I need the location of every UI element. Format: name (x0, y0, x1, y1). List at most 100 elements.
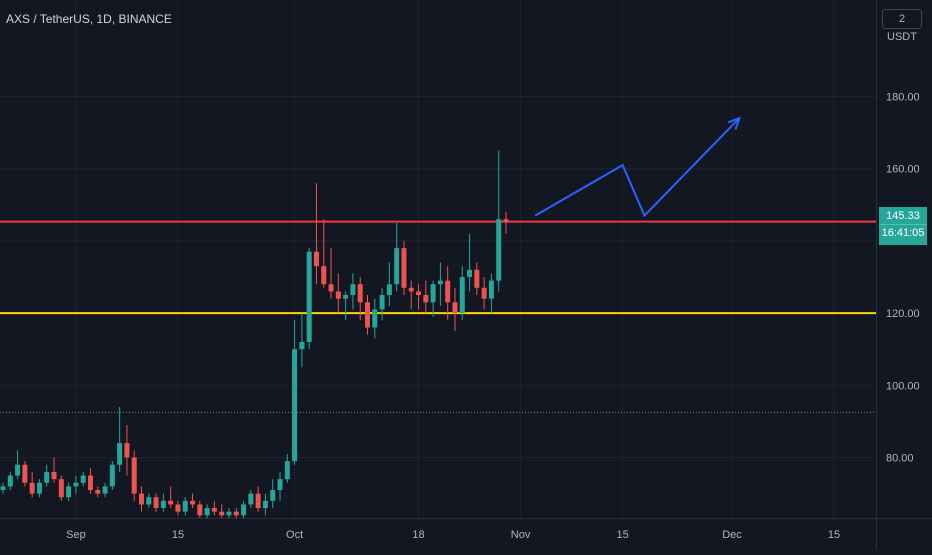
candle-body (66, 486, 72, 498)
y-tick-label: 180.00 (886, 92, 920, 104)
candle (241, 500, 247, 519)
candle (292, 320, 298, 465)
candle (299, 313, 305, 368)
candle-body (423, 295, 429, 303)
candle (277, 471, 283, 501)
candle-body (102, 486, 108, 494)
candle (36, 479, 42, 498)
candle-body (168, 500, 174, 505)
candle-body (313, 251, 319, 267)
candle (51, 457, 57, 483)
arrow-head (727, 116, 741, 130)
candle-body (459, 277, 465, 314)
candle-body (36, 482, 42, 494)
candle (401, 240, 407, 296)
candle-body (80, 475, 86, 483)
candle (503, 212, 509, 234)
y-tick-label: 120.00 (886, 308, 920, 320)
candle (190, 493, 196, 509)
candle (73, 475, 79, 494)
candle (226, 508, 232, 519)
candle-body (292, 349, 298, 462)
x-tick-label: Oct (286, 529, 303, 541)
candle (379, 287, 385, 321)
candle-body (109, 464, 115, 487)
candle-body (87, 475, 93, 490)
candle (160, 493, 166, 512)
candle (423, 280, 429, 314)
candle-body (255, 493, 261, 509)
candle-body (117, 443, 123, 465)
candle-body (124, 443, 130, 458)
candle-body (343, 295, 349, 299)
x-tick-label: Sep (66, 529, 86, 541)
candle-body (401, 248, 407, 288)
candle-body (365, 302, 370, 328)
candle (321, 219, 327, 288)
candle-body (219, 511, 225, 516)
candle (445, 266, 451, 321)
trend-arrow-path (534, 117, 741, 218)
candle-body (51, 471, 57, 480)
y-tick-label: 160.00 (886, 164, 920, 176)
candle-countdown: 16:41:05 (879, 224, 927, 239)
y-tick-label: 100.00 (886, 380, 920, 392)
candle (430, 280, 436, 317)
candle-body (22, 464, 28, 483)
arrow-drawing[interactable] (534, 116, 741, 218)
candle-body (277, 479, 283, 490)
candle (117, 406, 123, 472)
candle-body (197, 504, 203, 516)
current-price-tag: 145.33 16:41:05 (879, 207, 927, 245)
candle (29, 471, 35, 498)
candle (58, 475, 64, 501)
candle-body (95, 489, 101, 494)
candle (350, 273, 356, 310)
candle (211, 500, 217, 516)
candle-body (445, 280, 451, 303)
candle (66, 482, 72, 501)
candles (0, 150, 509, 519)
candle (131, 450, 137, 501)
candle (44, 464, 50, 487)
candle-body (488, 280, 494, 299)
candle-body (248, 493, 254, 505)
candle (357, 277, 363, 321)
candle (313, 183, 319, 285)
candle-body (335, 291, 341, 299)
candle (343, 291, 349, 321)
x-tick-label: Dec (722, 529, 742, 541)
candle-body (386, 284, 392, 296)
candle-body (131, 457, 137, 494)
candle-body (496, 219, 502, 281)
candle-body (467, 269, 473, 277)
candle (109, 461, 115, 490)
candle (270, 479, 276, 509)
candle (80, 471, 86, 487)
candle-body (437, 280, 443, 285)
x-tick-label: 15 (828, 529, 840, 541)
current-price-value: 145.33 (886, 210, 920, 222)
candle (87, 468, 93, 494)
scale-button[interactable]: 2 USDT (882, 9, 922, 43)
x-tick-label: 15 (172, 529, 184, 541)
candle (233, 508, 239, 519)
candle-body (15, 464, 21, 476)
candle-body (372, 309, 378, 328)
candle-body (416, 291, 422, 296)
candle (481, 277, 487, 310)
candle-body (408, 287, 414, 292)
candle (437, 262, 443, 306)
candle-body (29, 482, 35, 494)
candle-body (44, 471, 50, 483)
candle (365, 295, 370, 335)
candle-body (474, 269, 480, 288)
candle (219, 504, 225, 519)
candle (168, 486, 174, 509)
candle (204, 504, 210, 519)
candle (496, 150, 502, 292)
candle (459, 266, 465, 321)
